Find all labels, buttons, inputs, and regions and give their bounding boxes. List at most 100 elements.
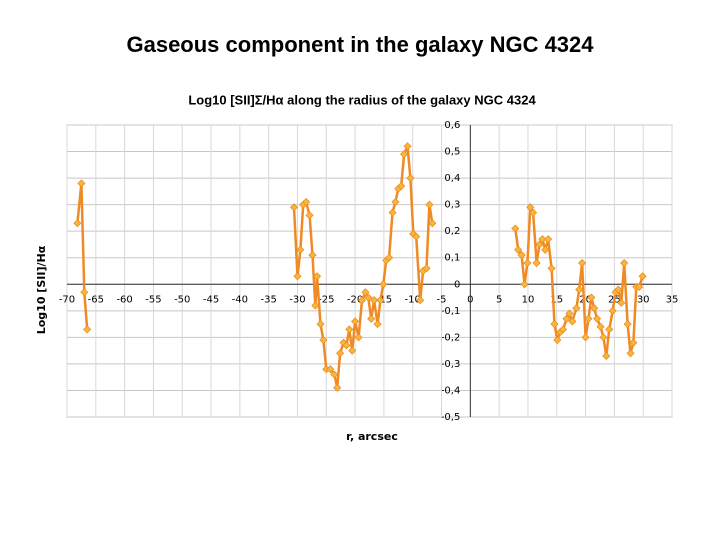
data-point	[311, 301, 320, 310]
chart-title: Log10 [SII]Σ/Hα along the radius of the …	[188, 92, 536, 107]
data-point	[296, 245, 305, 254]
data-point	[587, 293, 596, 302]
data-point	[520, 280, 529, 289]
data-point	[590, 304, 599, 313]
y-tick-label: 0,2	[444, 226, 460, 237]
data-point	[391, 197, 400, 207]
data-point	[599, 333, 608, 342]
data-point	[544, 235, 553, 244]
data-point	[400, 150, 409, 159]
data-point	[388, 208, 397, 217]
data-point	[425, 200, 434, 209]
x-tick-label: -30	[289, 294, 305, 305]
data-point	[565, 309, 574, 318]
data-point	[605, 325, 614, 334]
x-tick-label: -45	[203, 294, 219, 305]
y-tick-label: -0,2	[441, 332, 461, 343]
x-tick-label: -35	[260, 294, 276, 305]
x-tick-label: -20	[347, 294, 363, 305]
data-point	[638, 272, 647, 281]
data-point	[572, 304, 581, 313]
x-tick-label: 5	[496, 294, 502, 305]
x-tick-label: -5	[437, 294, 447, 305]
data-point	[617, 298, 626, 307]
y-tick-label: -0,4	[441, 385, 461, 396]
data-point	[575, 285, 584, 294]
x-tick-label: -40	[232, 294, 248, 305]
x-tick-label: -55	[145, 294, 161, 305]
data-point	[83, 325, 92, 334]
series-line	[76, 145, 644, 389]
data-point	[345, 325, 354, 334]
data-point	[538, 235, 547, 244]
x-tick-label: 20	[579, 294, 592, 305]
data-point	[532, 258, 541, 268]
x-tick-label: 15	[550, 294, 563, 305]
x-tick-label: -50	[174, 294, 190, 305]
data-point	[326, 365, 335, 374]
data-point	[73, 219, 82, 228]
data-point	[517, 251, 526, 260]
data-point	[406, 174, 415, 183]
x-tick-label: -65	[88, 294, 104, 305]
data-point	[302, 197, 311, 207]
data-point	[342, 341, 351, 350]
data-point	[578, 258, 587, 268]
data-point	[330, 370, 339, 379]
x-tick-label: 30	[637, 294, 650, 305]
data-point	[77, 179, 86, 188]
data-point	[376, 296, 385, 305]
data-point	[305, 211, 314, 220]
data-point	[379, 280, 388, 289]
data-point	[80, 288, 89, 297]
x-tick-label: -70	[59, 294, 75, 305]
data-point	[602, 351, 611, 361]
data-point	[422, 264, 431, 273]
data-point	[596, 322, 605, 331]
data-point	[308, 251, 317, 260]
data-point	[361, 288, 370, 297]
data-point	[581, 333, 590, 342]
data-point	[593, 314, 602, 323]
data-point	[397, 181, 406, 191]
data-point	[514, 245, 523, 254]
data-point	[608, 306, 617, 315]
data-point	[373, 320, 382, 329]
data-point	[626, 349, 635, 358]
data-point	[289, 203, 299, 212]
data-point	[562, 314, 571, 323]
x-tick-label: -10	[405, 294, 421, 305]
data-point	[623, 320, 632, 329]
data-point	[526, 203, 535, 212]
data-point	[428, 219, 437, 228]
x-tick-label: -25	[318, 294, 334, 305]
data-point	[541, 245, 550, 254]
y-tick-label: 0,3	[444, 200, 460, 211]
data-point	[385, 253, 394, 262]
y-tick-label: -0,1	[441, 306, 461, 317]
data-point	[553, 335, 562, 345]
slide-title: Gaseous component in the galaxy NGC 4324	[126, 32, 594, 57]
data-point	[535, 240, 544, 249]
y-tick-label: -0,5	[441, 412, 461, 423]
data-point	[416, 296, 425, 305]
data-point	[584, 314, 593, 323]
data-point	[313, 272, 322, 281]
y-tick-label: -0,3	[441, 359, 461, 370]
data-point	[333, 383, 342, 392]
y-tick-label: 0,1	[444, 253, 460, 264]
data-point	[351, 317, 360, 326]
data-point	[629, 338, 638, 347]
data-point	[403, 142, 412, 151]
data-point	[547, 264, 556, 273]
x-tick-label: 35	[666, 294, 679, 305]
data-point	[412, 232, 421, 241]
x-tick-label: -60	[116, 294, 132, 305]
data-point	[568, 317, 577, 326]
data-point	[635, 282, 644, 291]
y-tick-label: 0,5	[444, 147, 460, 158]
data-point	[316, 320, 325, 329]
data-point	[559, 325, 568, 334]
